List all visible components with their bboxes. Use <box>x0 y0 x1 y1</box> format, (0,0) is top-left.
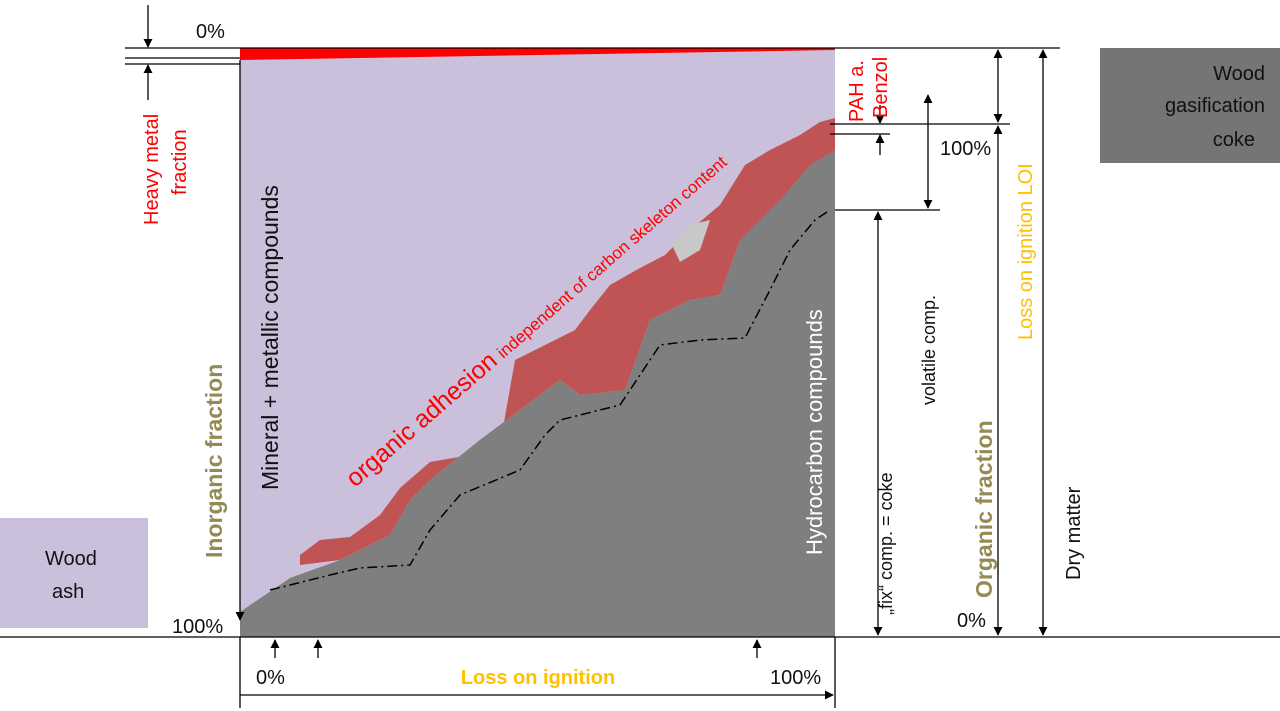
heavy-metal-label: Heavy metal <box>141 114 163 225</box>
pct-label: 0% <box>256 667 285 689</box>
pah-label: PAH a. <box>846 60 868 122</box>
hydrocarbon-label: Hydrocarbon compounds <box>802 309 827 555</box>
bottom-loi: Loss on ignition <box>461 667 615 689</box>
wood-ash: Wood <box>45 548 97 570</box>
organic-label: Organic fraction <box>971 420 997 598</box>
coke-box: gasification <box>1165 95 1265 117</box>
pah-label: Benzol <box>870 57 892 118</box>
loi-label: Loss on ignition LOI <box>1015 163 1037 340</box>
fix-label: „fix“ comp. = coke <box>876 472 896 615</box>
inorganic-label: Inorganic fraction <box>201 364 227 558</box>
coke-box: coke <box>1213 129 1255 151</box>
heavy-metal-label: fraction <box>169 129 191 195</box>
dry-matter: Dry matter <box>1063 486 1085 580</box>
wood-ash: ash <box>52 581 84 603</box>
pct-label: 100% <box>770 667 821 689</box>
coke-box: Wood <box>1213 63 1265 85</box>
shapes <box>0 5 1280 708</box>
volatile-label: volatile comp. <box>919 295 939 405</box>
pct-label: 100% <box>172 616 223 638</box>
pct-label: 0% <box>957 610 986 632</box>
pct-label: 0% <box>196 21 225 43</box>
mineral-label: Mineral + metallic compounds <box>257 185 283 490</box>
pct-label: 100% <box>940 138 991 160</box>
